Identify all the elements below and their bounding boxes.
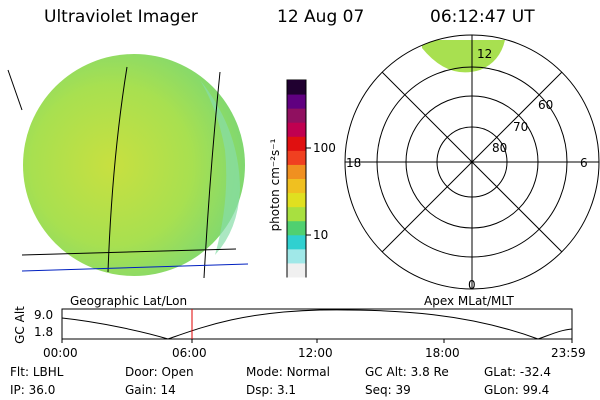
lon-line	[7, 69, 23, 111]
mlt-label-12: 12	[477, 47, 493, 61]
colorbar-band	[287, 234, 306, 250]
timeline-xtick-2359: 23:59	[551, 346, 586, 360]
status-door: Door: Open	[125, 365, 194, 379]
mlt-label-6: 6	[580, 156, 588, 170]
instrument-title: Ultraviolet Imager	[44, 7, 198, 27]
status-mode: Mode: Normal	[246, 365, 330, 379]
colorbar-band	[287, 206, 306, 222]
colorbar-band	[287, 248, 306, 264]
timeline-ytick-bottom: 1.8	[34, 325, 54, 339]
colorbar-unit-label: photon cm⁻²s⁻¹	[268, 138, 282, 232]
lat-line	[21, 248, 237, 256]
colorbar-band	[287, 150, 306, 165]
colorbar-label-10: 10	[313, 228, 329, 242]
status-ip: IP: 36.0	[10, 383, 56, 397]
time-label: 06:12:47 UT	[430, 7, 535, 27]
colorbar-band	[287, 220, 306, 236]
status-dsp: Dsp: 3.1	[246, 383, 297, 397]
altitude-curve	[61, 309, 573, 340]
lon-line	[203, 71, 221, 279]
timeline-plot	[61, 308, 573, 343]
mlat-label-60: 60	[538, 98, 554, 112]
mlat-label-80: 80	[492, 141, 508, 155]
status-glat: GLat: -32.4	[484, 365, 551, 379]
polar-panel-label: Apex MLat/MLT	[424, 294, 514, 308]
colorbar-band	[287, 164, 306, 179]
timeline-ytick-top: 9.0	[34, 308, 54, 322]
mlt-label-0: 0	[468, 278, 476, 292]
colorbar-band	[287, 178, 306, 194]
colorbar-band	[287, 136, 306, 151]
polar-panel	[344, 34, 600, 290]
status-flt: Flt: LBHL	[10, 365, 64, 379]
colorbar-band	[287, 108, 306, 123]
mlt-label-18: 18	[346, 156, 362, 170]
colorbar-band	[287, 80, 306, 95]
status-seq: Seq: 39	[365, 383, 411, 397]
timeline-ylabel: GC Alt	[13, 306, 27, 344]
colorbar	[286, 79, 311, 278]
date-label: 12 Aug 07	[277, 7, 365, 27]
lon-line	[107, 66, 128, 273]
status-gc-alt: GC Alt: 3.8 Re	[365, 365, 449, 379]
status-glon: GLon: 99.4	[484, 383, 550, 397]
timeline-xtick-0000: 00:00	[43, 346, 78, 360]
colorbar-band	[287, 122, 306, 137]
limb-highlight	[200, 80, 240, 255]
geographic-panel-label: Geographic Lat/Lon	[70, 294, 188, 308]
colorbar-band	[287, 262, 306, 278]
lat-line-blue	[21, 263, 249, 272]
timeline-xtick-0600: 06:00	[172, 346, 207, 360]
mlat-label-70: 70	[513, 120, 529, 134]
colorbar-band	[287, 192, 306, 208]
earth-disk	[23, 54, 245, 276]
timeline-xtick-1800: 18:00	[425, 346, 460, 360]
geographic-panel	[7, 54, 249, 279]
colorbar-label-100: 100	[313, 141, 336, 155]
status-gain: Gain: 14	[125, 383, 176, 397]
auroral-oval-patch	[422, 40, 505, 73]
colorbar-band	[287, 94, 306, 109]
timeline-xtick-1200: 12:00	[298, 346, 333, 360]
